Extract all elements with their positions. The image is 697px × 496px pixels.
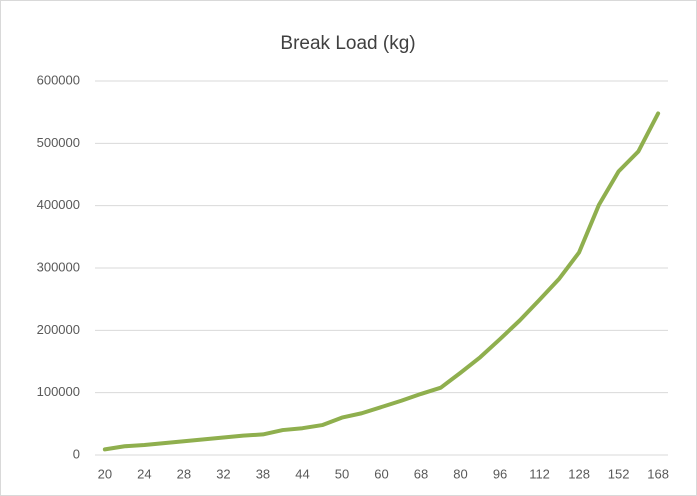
data-line: [102, 111, 661, 452]
x-tick-label: 32: [216, 466, 230, 481]
x-tick-label: 168: [647, 466, 669, 481]
y-tick-label: 200000: [37, 322, 80, 337]
x-tick-label: 80: [453, 466, 467, 481]
x-tick-label: 96: [493, 466, 507, 481]
x-tick-label: 60: [374, 466, 388, 481]
y-tick-label: 400000: [37, 197, 80, 212]
y-tick-label: 300000: [37, 259, 80, 274]
x-tick-label: 112: [529, 466, 550, 481]
y-tick-label: 100000: [37, 384, 80, 399]
x-tick-label: 38: [256, 466, 270, 481]
y-tick-label: 0: [73, 446, 80, 461]
chart-title: Break Load (kg): [280, 33, 415, 54]
x-tick-label: 68: [414, 466, 428, 481]
x-tick-label: 128: [568, 466, 590, 481]
x-tick-label: 20: [98, 466, 112, 481]
y-tick-label: 600000: [37, 72, 80, 87]
x-tick-label: 152: [608, 466, 630, 481]
x-tick-label: 44: [295, 466, 309, 481]
x-tick-label: 50: [335, 466, 349, 481]
y-tick-label: 500000: [37, 135, 80, 150]
x-tick-label: 24: [137, 466, 151, 481]
x-tick-label: 28: [177, 466, 191, 481]
